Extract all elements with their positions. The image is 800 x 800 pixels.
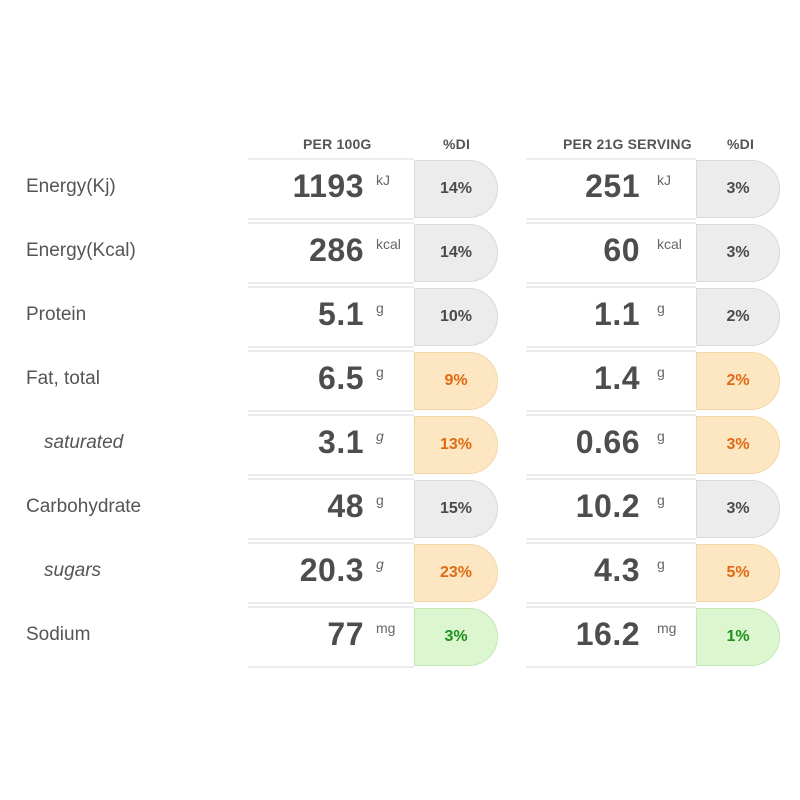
per-serving-unit: kcal	[657, 236, 682, 252]
per-100g-unit: g	[376, 556, 384, 572]
di-100g-pill: 13%	[414, 416, 498, 474]
per-serving-value: 16.2	[575, 616, 640, 652]
per-serving-unit: g	[657, 556, 665, 572]
per-100g-value: 1193	[292, 168, 364, 204]
di-100g-pill: 14%	[414, 224, 498, 282]
per-serving-unit: g	[657, 364, 665, 380]
di-serving-pill: 3%	[696, 160, 780, 218]
di-100g-pill: 23%	[414, 544, 498, 602]
di-serving-pill: 2%	[696, 288, 780, 346]
di-serving-pill: 3%	[696, 224, 780, 282]
per-serving-unit: mg	[657, 620, 677, 636]
per-100g-value: 6.5	[318, 360, 364, 396]
per-serving-cell: 16.2 mg	[526, 606, 696, 668]
per-100g-unit: g	[376, 300, 384, 316]
per-serving-unit: g	[657, 428, 665, 444]
di-100g-pill: 15%	[414, 480, 498, 538]
per-serving-value: 251	[585, 168, 640, 204]
per-serving-value: 1.4	[594, 360, 640, 396]
per-100g-cell: 20.3 g	[248, 542, 414, 604]
nutrient-label: Sodium	[26, 624, 91, 645]
per-100g-value: 20.3	[299, 552, 364, 588]
per-serving-unit: g	[657, 492, 665, 508]
per-100g-cell: 1193 kJ	[248, 158, 414, 220]
per-100g-unit: kcal	[376, 236, 401, 252]
di-100g-pill: 10%	[414, 288, 498, 346]
nutrient-label: Fat, total	[26, 368, 100, 389]
per-100g-cell: 77 mg	[248, 606, 414, 668]
per-serving-cell: 1.4 g	[526, 350, 696, 412]
nutrient-label: Energy(Kcal)	[26, 240, 136, 261]
per-100g-value: 3.1	[318, 424, 364, 460]
di-serving-pill: 3%	[696, 480, 780, 538]
di-serving-pill: 5%	[696, 544, 780, 602]
per-100g-value: 5.1	[318, 296, 364, 332]
header-per-100g: PER 100G	[303, 136, 372, 152]
nutrient-label: sugars	[44, 560, 102, 581]
di-100g-pill: 3%	[414, 608, 498, 666]
per-serving-value: 4.3	[594, 552, 640, 588]
per-serving-value: 1.1	[594, 296, 640, 332]
per-100g-unit: g	[376, 492, 384, 508]
per-serving-cell: 0.66 g	[526, 414, 696, 476]
per-100g-unit: mg	[376, 620, 396, 636]
di-serving-pill: 2%	[696, 352, 780, 410]
per-100g-value: 286	[309, 232, 364, 268]
per-serving-value: 60	[603, 232, 640, 268]
per-100g-cell: 286 kcal	[248, 222, 414, 284]
per-100g-cell: 3.1 g	[248, 414, 414, 476]
per-100g-cell: 6.5 g	[248, 350, 414, 412]
per-serving-cell: 251 kJ	[526, 158, 696, 220]
per-serving-cell: 4.3 g	[526, 542, 696, 604]
per-100g-cell: 5.1 g	[248, 286, 414, 348]
per-serving-unit: g	[657, 300, 665, 316]
per-serving-value: 10.2	[575, 488, 640, 524]
per-serving-value: 0.66	[575, 424, 640, 460]
per-100g-value: 48	[327, 488, 364, 524]
di-100g-pill: 9%	[414, 352, 498, 410]
per-serving-cell: 1.1 g	[526, 286, 696, 348]
per-100g-unit: g	[376, 428, 384, 444]
per-serving-cell: 60 kcal	[526, 222, 696, 284]
nutrient-label: Protein	[26, 304, 87, 325]
per-100g-cell: 48 g	[248, 478, 414, 540]
di-serving-pill: 3%	[696, 416, 780, 474]
header-di-serving: %DI	[727, 136, 755, 152]
nutrient-label: saturated	[44, 432, 124, 453]
per-100g-unit: g	[376, 364, 384, 380]
per-100g-unit: kJ	[376, 172, 390, 188]
nutrient-label: Energy(Kj)	[26, 176, 116, 197]
per-100g-value: 77	[327, 616, 364, 652]
header-per-serving: PER 21G SERVING	[563, 136, 692, 152]
nutrient-label: Carbohydrate	[26, 496, 142, 517]
per-serving-unit: kJ	[657, 172, 671, 188]
header-di-100g: %DI	[443, 136, 471, 152]
di-serving-pill: 1%	[696, 608, 780, 666]
di-100g-pill: 14%	[414, 160, 498, 218]
per-serving-cell: 10.2 g	[526, 478, 696, 540]
